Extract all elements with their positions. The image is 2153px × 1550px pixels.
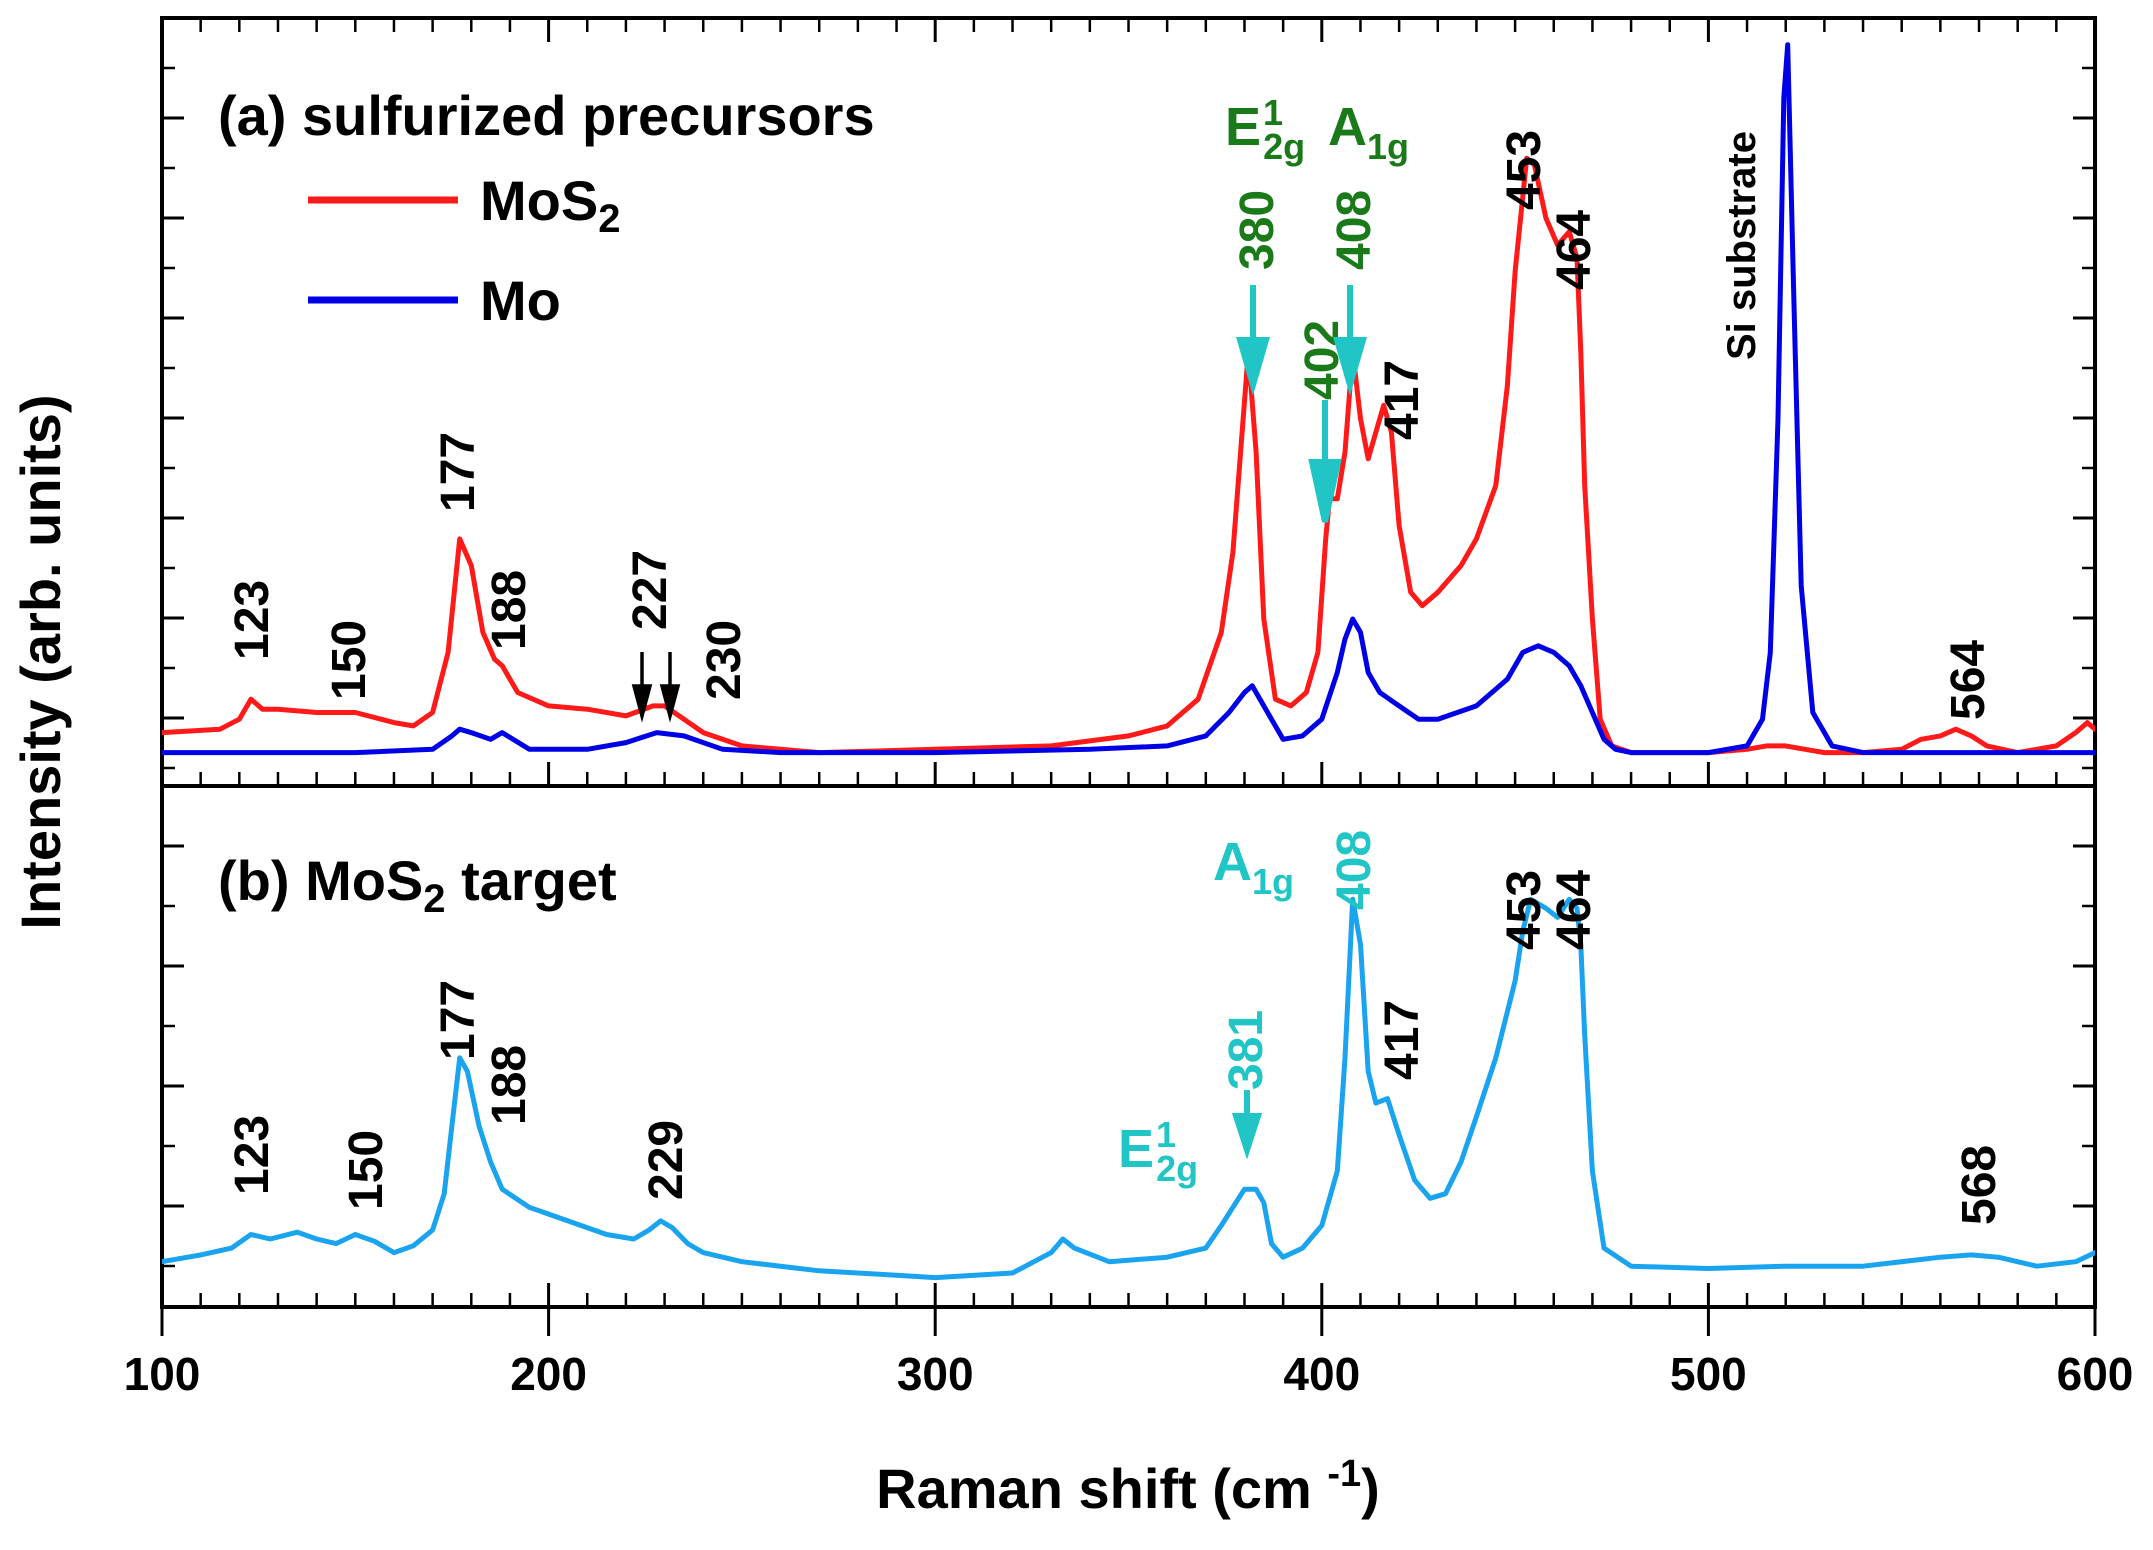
arrow-408 — [1333, 285, 1367, 396]
x-tick-label: 500 — [1670, 1348, 1747, 1400]
peak-label: 568 — [1953, 1145, 2006, 1225]
x-tick-label: 400 — [1283, 1348, 1360, 1400]
x-tick-label: 600 — [2057, 1348, 2134, 1400]
arrow-381 — [1231, 1090, 1263, 1160]
peak-label: 408 — [1328, 830, 1381, 910]
arrow-380 — [1236, 285, 1270, 396]
arrow-227 — [631, 652, 653, 723]
peak-label: 177 — [432, 980, 485, 1060]
peak-label: 453 — [1498, 870, 1551, 950]
mode-label-e2g-a: E1 2g — [1225, 92, 1305, 167]
peak-label: 408 — [1328, 190, 1381, 270]
peak-label: 417 — [1376, 1000, 1429, 1080]
peak-label: 230 — [698, 620, 751, 700]
legend-label-mo: Mo — [480, 269, 561, 332]
x-tick-label: 100 — [124, 1348, 201, 1400]
legend-label-mos2: MoS2 — [480, 169, 620, 241]
peak-label: 150 — [340, 1130, 393, 1210]
peak-label: 150 — [323, 620, 376, 700]
peak-label: 464 — [1548, 210, 1601, 290]
axis-ticks — [160, 18, 2097, 1336]
arrow-230 — [659, 652, 681, 723]
series-mos2-target-line — [162, 896, 2095, 1281]
x-tick-label: 200 — [510, 1348, 587, 1400]
series-mos2-line — [162, 155, 2095, 756]
peak-label: 229 — [640, 1120, 693, 1200]
mode-label-e2g-b: E1 2g — [1118, 1114, 1198, 1189]
peak-label: 177 — [432, 432, 485, 512]
y-axis-label: Intensity (arb. units) — [9, 394, 72, 929]
x-tick-label: 300 — [897, 1348, 974, 1400]
peak-label-si-substrate: Si substrate — [1720, 131, 1764, 360]
peak-label: 188 — [483, 1045, 536, 1125]
mode-label-a1g-a: A1g — [1328, 97, 1409, 167]
x-tick-labels: 100 200 300 400 500 600 — [124, 1348, 2134, 1400]
peak-label: 464 — [1548, 870, 1601, 950]
peak-label: 123 — [226, 1115, 279, 1195]
peak-label: 417 — [1376, 360, 1429, 440]
peak-label: 188 — [483, 570, 536, 650]
peak-label: 381 — [1220, 1010, 1273, 1090]
peak-label: 380 — [1231, 190, 1284, 270]
peak-label: 227 — [624, 550, 677, 630]
mode-label-a1g-b: A1g — [1213, 832, 1294, 902]
peak-labels-a: 123 150 177 188 227 230 380 402 408 417 … — [226, 130, 1995, 720]
peak-labels-b: 123 150 177 188 229 381 408 417 453 464 … — [226, 830, 2006, 1225]
peak-label: 453 — [1498, 130, 1551, 210]
peak-label: 123 — [226, 580, 279, 660]
peak-label: 564 — [1942, 640, 1995, 720]
peak-arrows — [631, 285, 1367, 1160]
x-axis-label: Raman shift (cm -1) — [876, 1453, 1380, 1520]
panel-b-title: (b) MoS2 target — [218, 849, 617, 921]
series-mo-line — [162, 42, 2095, 756]
panel-a-title: (a) sulfurized precursors — [218, 84, 875, 147]
arrow-402 — [1308, 400, 1342, 523]
